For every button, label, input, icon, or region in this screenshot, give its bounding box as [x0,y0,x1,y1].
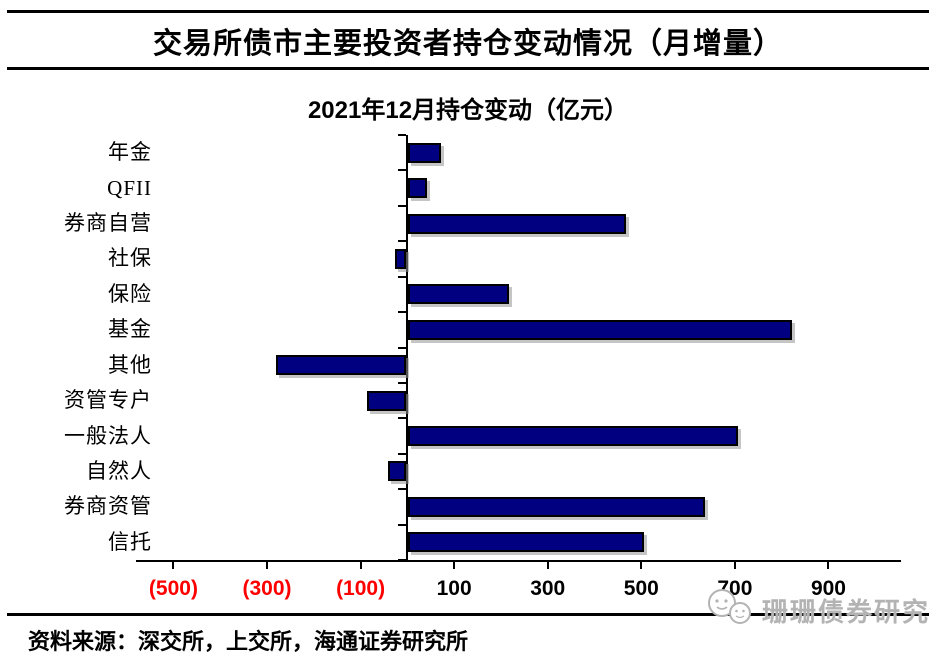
category-boundary-tick [398,240,407,242]
category-label-一般法人: 一般法人 [64,424,152,448]
category-boundary-tick [398,382,407,384]
category-label-QFII: QFII [107,176,152,200]
x-axis-tick [266,560,268,569]
top-divider [7,10,929,13]
category-boundary-tick [398,347,407,349]
x-axis-tick-label: 500 [623,577,659,600]
category-label-保险: 保险 [108,282,152,306]
data-source-note: 资料来源：深交所，上交所，海通证券研究所 [28,629,469,654]
zero-axis-line [406,135,409,560]
chart-title: 2021年12月持仓变动（亿元） [307,97,629,124]
category-label-资管专户: 资管专户 [64,388,152,412]
x-axis-tick-label: (500) [148,577,198,600]
x-axis-tick [546,560,549,569]
category-axis-labels: 年金 QFII 券商自营社保保险基金其他资管专户一般法人自然人券商资管信托 [0,135,152,560]
x-axis-tick-label: 300 [530,577,566,600]
report-title: 交易所债市主要投资者持仓变动情况（月增量） [152,28,783,60]
bar-其他 [275,355,407,375]
category-boundary-tick [398,134,407,136]
x-axis-tick-label: (100) [336,577,386,600]
bar-基金 [408,320,792,340]
category-label-券商自营: 券商自营 [64,211,152,235]
x-axis-tick [172,560,175,569]
category-boundary-tick [398,417,407,419]
category-label-其他: 其他 [108,353,152,377]
title-divider [7,67,929,70]
category-label-自然人: 自然人 [86,459,152,483]
category-label-券商资管: 券商资管 [64,494,152,518]
bar-一般法人 [408,426,738,446]
bar-QFII [408,178,427,198]
category-boundary-tick [398,205,407,207]
bar-保险 [408,284,509,304]
category-boundary-tick [398,453,407,455]
footer-divider [7,613,929,616]
category-boundary-tick [398,559,407,561]
category-boundary-tick [398,524,407,526]
bar-chart-plot-area: (500) (300) (100) 100 300 500 700 900 [136,134,901,600]
bar-资管专户 [366,391,407,411]
bar-信托 [408,532,645,552]
bar-券商资管 [408,497,706,517]
x-axis-tick-label: 700 [717,577,753,600]
category-boundary-tick [398,488,407,490]
x-axis-tick-label: 100 [436,577,472,600]
bar-社保 [395,249,407,269]
category-label-年金: 年金 [108,140,152,164]
bar-自然人 [388,461,407,481]
category-boundary-tick [398,169,407,171]
x-axis-tick-label: (300) [242,577,292,600]
x-axis-tick [733,560,736,569]
x-axis-tick [827,560,830,569]
bar-年金 [408,143,441,163]
x-axis-tick [359,560,362,569]
category-label-基金: 基金 [108,317,152,341]
category-boundary-tick [398,311,407,313]
category-label-信托: 信托 [108,530,152,554]
x-axis-tick [640,560,643,569]
category-boundary-tick [398,276,407,278]
bar-券商自营 [408,214,626,234]
x-axis-tick-label: 900 [810,577,846,600]
category-label-社保: 社保 [108,246,152,270]
x-axis-tick [453,560,456,569]
